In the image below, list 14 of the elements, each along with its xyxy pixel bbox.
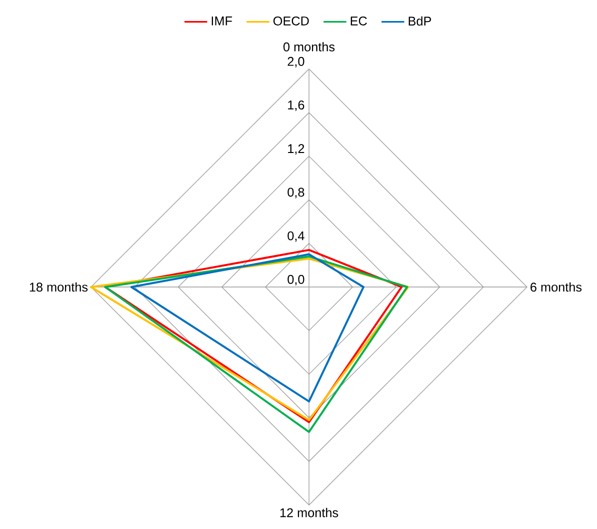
y-tick-label: 2,0 (288, 56, 304, 68)
legend-label: OECD (273, 16, 309, 26)
spoke-label: 12 months (280, 508, 338, 518)
spoke-label: 18 months (30, 282, 88, 292)
y-tick-label: 0,8 (288, 188, 304, 198)
spoke-label: 0 months (283, 42, 335, 52)
y-tick-label: 1,6 (288, 100, 304, 112)
legend-label: EC (350, 16, 367, 26)
legend-label: IMF (212, 16, 232, 26)
y-tick-label: 0,0 (288, 274, 304, 286)
y-tick-label: 0,4 (288, 231, 304, 242)
spoke-label: 6 months (530, 282, 582, 292)
y-tick-label: 1,2 (288, 144, 304, 155)
legend-label: BdP (408, 16, 432, 26)
